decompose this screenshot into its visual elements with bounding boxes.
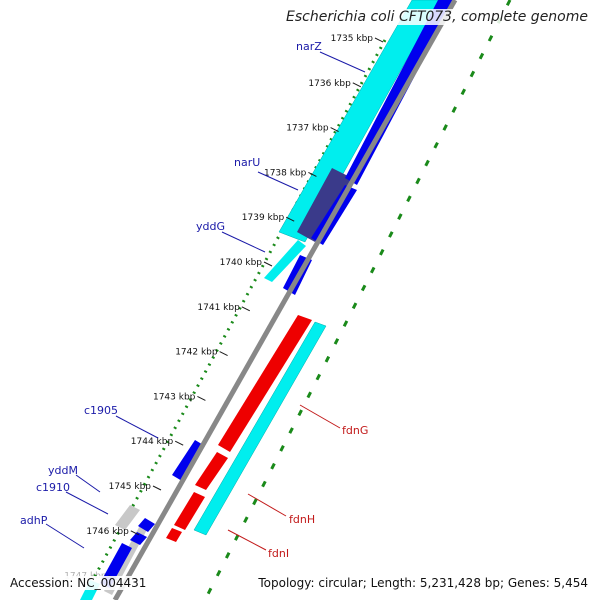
tick-label: 1735 kbp xyxy=(331,34,374,44)
tick-label: 1738 kbp xyxy=(264,168,307,178)
tick-mark xyxy=(285,216,295,222)
tick-label: 1746 kbp xyxy=(86,527,129,537)
tick-mark xyxy=(308,171,317,177)
label-narU[interactable]: narU xyxy=(234,156,260,169)
label-c1905[interactable]: c1905 xyxy=(84,404,118,417)
tick-label: 1745 kbp xyxy=(109,482,152,492)
tick-label: 1743 kbp xyxy=(153,392,196,402)
forward-gene-yddM[interactable] xyxy=(138,518,155,532)
topology-summary: Topology: circular; Length: 5,231,428 bp… xyxy=(256,576,590,590)
gene-label-narU[interactable]: narU xyxy=(234,156,299,191)
cog-track-grey-2 xyxy=(115,505,140,530)
tick-label: 1742 kbp xyxy=(175,348,218,358)
tick-mark xyxy=(152,485,162,491)
tick-label: 1741 kbp xyxy=(197,303,240,313)
reverse-gene-fdnH[interactable] xyxy=(195,452,228,490)
gene-label-narZ[interactable]: narZ xyxy=(296,40,366,73)
tick-label: 1736 kbp xyxy=(308,79,351,89)
tick-label: 1740 kbp xyxy=(220,258,263,268)
tick-label: 1739 kbp xyxy=(242,213,285,223)
label-fdnI[interactable]: fdnI xyxy=(268,547,289,560)
label-fdnG[interactable]: fdnG xyxy=(342,424,368,437)
tick-mark xyxy=(330,127,339,133)
tick-label: 1737 kbp xyxy=(286,124,329,134)
label-fdnH[interactable]: fdnH xyxy=(289,513,315,526)
gene-label-yddM[interactable]: yddM xyxy=(48,464,101,493)
cog-track-band-upper xyxy=(278,0,441,243)
gene-label-fdnG[interactable]: fdnG xyxy=(299,404,368,437)
tick-mark xyxy=(130,530,140,536)
tick-mark xyxy=(263,261,273,267)
tick-mark xyxy=(219,351,228,357)
label-yddM[interactable]: yddM xyxy=(48,464,78,477)
accession-text: Accession: NC_004431 xyxy=(8,576,149,590)
tick-mark xyxy=(374,37,384,43)
gene-label-c1910[interactable]: c1910 xyxy=(36,481,109,515)
forward-gene-c1905[interactable] xyxy=(172,440,205,481)
gene-label-fdnI[interactable]: fdnI xyxy=(227,529,289,560)
label-narZ[interactable]: narZ xyxy=(296,40,322,53)
forward-gene-c1910[interactable] xyxy=(130,532,147,545)
genome-backbone xyxy=(112,0,458,600)
tick-mark xyxy=(241,306,251,312)
reverse-gene-small[interactable] xyxy=(166,528,182,542)
tick-mark xyxy=(352,82,362,88)
genome-title: Escherichia coli CFT073, complete genome xyxy=(284,9,590,25)
tick-label: 1744 kbp xyxy=(131,437,174,447)
cog-track-band-lower xyxy=(264,240,306,282)
label-adhP[interactable]: adhP xyxy=(20,514,48,527)
gene-label-c1905[interactable]: c1905 xyxy=(84,404,159,439)
cog-track-band-dark xyxy=(297,168,352,242)
reverse-gene-fdnG[interactable] xyxy=(218,315,312,452)
label-yddG[interactable]: yddG xyxy=(196,220,225,233)
reverse-gene-fdnI[interactable] xyxy=(174,492,205,530)
gc-skew-outer-track xyxy=(203,0,512,600)
label-c1910[interactable]: c1910 xyxy=(36,481,70,494)
cog-track-reverse xyxy=(193,321,327,536)
tick-mark xyxy=(174,440,184,446)
gene-label-fdnH[interactable]: fdnH xyxy=(247,493,315,526)
gene-label-yddG[interactable]: yddG xyxy=(196,220,266,253)
gene-label-adhP[interactable]: adhP xyxy=(20,514,85,549)
tick-mark xyxy=(197,395,206,401)
